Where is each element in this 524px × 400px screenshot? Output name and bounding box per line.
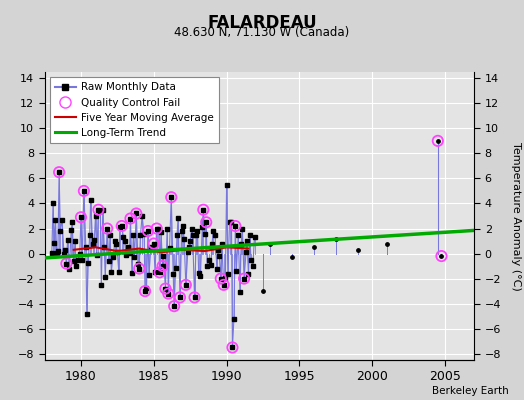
Point [383, 240, 391, 247]
Point [55, 169, 63, 175]
Point [103, 225, 112, 232]
Point [149, 240, 158, 247]
Point [94, 206, 103, 213]
Point [434, 138, 442, 144]
Point [152, 225, 161, 232]
Point [144, 228, 152, 234]
Point [354, 247, 362, 253]
Point [310, 244, 318, 250]
Point [240, 276, 248, 282]
Point [182, 282, 190, 288]
Y-axis label: Temperature Anomaly (°C): Temperature Anomaly (°C) [510, 142, 520, 290]
Point [437, 253, 445, 259]
Text: Berkeley Earth: Berkeley Earth [432, 386, 508, 396]
Point [266, 240, 275, 247]
Point [80, 188, 88, 194]
Point [434, 138, 442, 144]
Point [135, 265, 144, 272]
Point [132, 210, 140, 217]
Point [141, 288, 149, 294]
Point [231, 223, 239, 229]
Point [199, 206, 208, 213]
Point [126, 215, 135, 222]
Point [176, 294, 184, 300]
Point [164, 290, 172, 297]
Point [259, 288, 267, 294]
Point [332, 235, 340, 242]
Point [77, 214, 85, 220]
Point [117, 223, 126, 229]
Point [202, 219, 211, 226]
Point [170, 303, 178, 309]
Text: 48.630 N, 71.130 W (Canada): 48.630 N, 71.130 W (Canada) [174, 26, 350, 39]
Point [156, 269, 164, 276]
Point [288, 254, 297, 260]
Point [167, 194, 176, 200]
Text: FALARDEAU: FALARDEAU [207, 14, 317, 32]
Point [216, 276, 225, 282]
Point [190, 294, 199, 300]
Point [228, 344, 237, 351]
Point [437, 253, 445, 259]
Point [62, 260, 71, 267]
Point [220, 282, 228, 288]
Point [158, 263, 167, 269]
Point [161, 286, 170, 292]
Legend: Raw Monthly Data, Quality Control Fail, Five Year Moving Average, Long-Term Tren: Raw Monthly Data, Quality Control Fail, … [50, 77, 219, 143]
